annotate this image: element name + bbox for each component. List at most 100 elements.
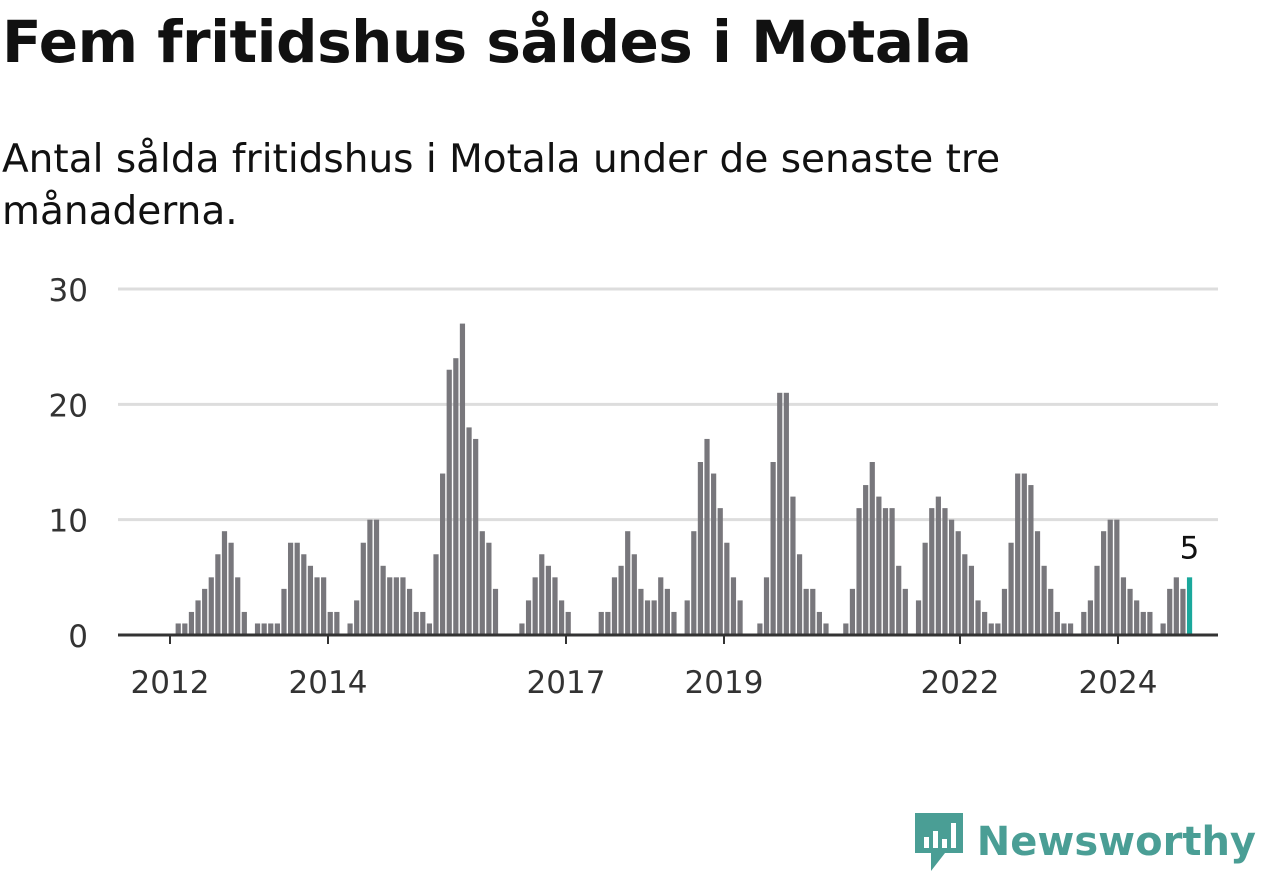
bar — [413, 611, 419, 635]
bar — [882, 508, 889, 635]
bar — [565, 611, 571, 635]
bar — [545, 565, 551, 635]
y-tick-label: 0 — [68, 619, 88, 655]
x-tick-label: 2012 — [131, 665, 210, 701]
bar-chart-logo-icon — [914, 813, 963, 871]
bar — [235, 577, 241, 635]
bar — [268, 623, 274, 635]
bar — [1061, 623, 1067, 635]
bar — [453, 358, 459, 635]
bar — [380, 565, 386, 635]
bar — [810, 588, 816, 635]
x-tick-label: 2024 — [1079, 665, 1158, 701]
bar — [724, 542, 730, 635]
axes: 0 10 20 30 5 2012 2014 2017 2019 2022 2024 — [49, 273, 1218, 701]
bar — [1028, 485, 1034, 635]
bar — [631, 554, 637, 635]
bar — [433, 554, 439, 635]
bar — [823, 623, 829, 635]
bar — [406, 588, 413, 635]
bar — [532, 577, 538, 635]
bar — [737, 600, 743, 635]
bar — [314, 577, 320, 635]
bar — [1180, 588, 1186, 635]
bar — [195, 600, 201, 635]
bar — [1041, 565, 1047, 635]
bar — [929, 508, 935, 635]
bar — [473, 438, 479, 635]
bar — [1173, 577, 1179, 635]
bar — [711, 473, 717, 635]
bar — [539, 554, 545, 635]
bar — [486, 542, 492, 635]
x-tick-label: 2014 — [289, 665, 368, 701]
bar — [466, 427, 472, 635]
y-tick-label: 30 — [49, 273, 88, 309]
bar — [902, 588, 908, 635]
bar — [1127, 588, 1133, 635]
brand-name: Newsworthy — [976, 819, 1256, 865]
bar — [1167, 588, 1173, 635]
bar — [1048, 588, 1054, 635]
bar — [327, 611, 333, 635]
bar — [995, 623, 1001, 635]
bar — [215, 554, 221, 635]
bar — [922, 542, 928, 635]
bar — [651, 600, 657, 635]
bar — [1021, 473, 1027, 635]
bar — [202, 588, 208, 635]
bar — [889, 508, 895, 635]
bar — [1015, 473, 1021, 635]
bar — [1094, 565, 1100, 635]
highlight-bar — [1186, 577, 1193, 635]
bar — [1114, 519, 1120, 635]
y-tick-label: 20 — [49, 388, 88, 424]
bar — [241, 611, 247, 635]
bar — [400, 577, 406, 635]
bar — [968, 565, 975, 635]
bar — [1160, 623, 1166, 635]
bar — [559, 600, 565, 635]
bar — [598, 611, 604, 635]
bar — [208, 577, 214, 635]
bar — [955, 531, 961, 635]
bar — [287, 542, 294, 635]
bar — [1034, 531, 1041, 635]
bar — [816, 611, 822, 635]
bar — [975, 600, 981, 635]
x-tick-label: 2017 — [527, 665, 606, 701]
bar — [1087, 600, 1093, 635]
bar — [618, 565, 624, 635]
chart-title: Fem fritidshus såldes i Motala — [2, 8, 972, 76]
bar — [301, 554, 307, 635]
bar — [1107, 519, 1113, 635]
bar — [988, 623, 994, 635]
bar — [459, 323, 466, 635]
bar — [228, 542, 234, 635]
bar — [982, 611, 988, 635]
bar — [1008, 542, 1014, 635]
bar — [843, 623, 849, 635]
bar — [479, 531, 485, 635]
bar — [790, 496, 796, 635]
x-tick-label: 2019 — [685, 665, 764, 701]
bar — [261, 623, 267, 635]
bar — [796, 554, 803, 635]
highlight-data-label: 5 — [1180, 530, 1200, 566]
bar — [1067, 623, 1074, 635]
bar — [935, 496, 941, 635]
bar-chart: 0 10 20 30 5 2012 2014 2017 2019 2022 2024 — [49, 273, 1218, 701]
grid-lines — [118, 287, 1218, 522]
bar — [605, 611, 611, 635]
bar — [915, 600, 922, 635]
bar — [426, 623, 432, 635]
bar — [638, 588, 644, 635]
bar — [1054, 611, 1060, 635]
bar — [393, 577, 399, 635]
bar — [704, 438, 710, 635]
bar — [446, 369, 452, 635]
bar — [876, 496, 882, 635]
bar — [307, 565, 314, 635]
bar — [420, 611, 426, 635]
bar — [373, 519, 380, 635]
